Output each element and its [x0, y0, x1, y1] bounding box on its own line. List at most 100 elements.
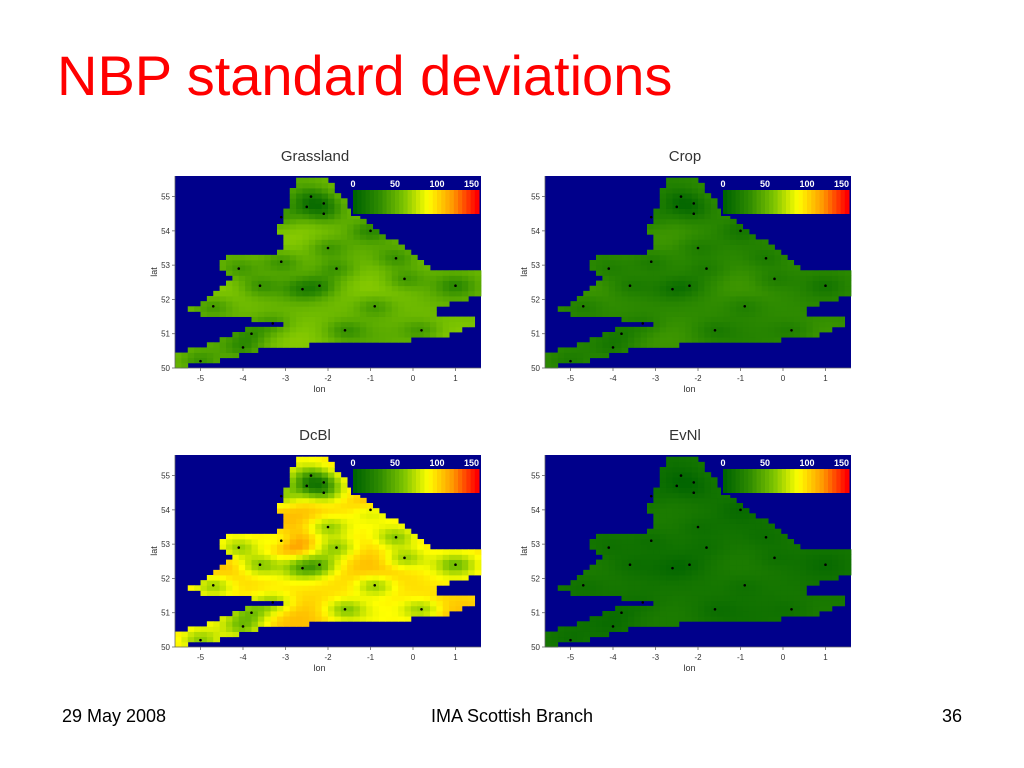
raster-cell — [589, 539, 597, 545]
raster-cell — [277, 590, 284, 596]
raster-cell — [398, 296, 405, 302]
raster-cell — [793, 549, 801, 555]
raster-cell — [793, 544, 801, 550]
station-point — [611, 625, 615, 628]
raster-cell — [583, 585, 591, 591]
raster-cell — [589, 564, 597, 571]
raster-cell — [347, 254, 354, 261]
raster-cell — [468, 270, 476, 276]
raster-cell — [353, 518, 361, 524]
raster-cell — [780, 254, 788, 261]
station-point — [326, 525, 330, 529]
raster-cell — [372, 260, 380, 266]
raster-cell — [449, 296, 456, 302]
raster-cell — [238, 337, 246, 343]
raster-cell — [749, 554, 756, 560]
raster-cell — [283, 234, 291, 240]
raster-cell — [289, 203, 297, 209]
raster-cell — [723, 275, 731, 281]
raster-cell — [698, 213, 705, 220]
raster-cell — [806, 270, 814, 276]
legend-tick-label: 150 — [464, 458, 479, 468]
raster-cell — [800, 316, 807, 323]
raster-cell — [621, 539, 629, 545]
raster-cell — [755, 611, 763, 617]
raster-cell — [678, 260, 686, 266]
raster-cell — [723, 600, 731, 607]
raster-cell — [321, 244, 329, 251]
raster-cell — [277, 342, 284, 348]
raster-cell — [308, 456, 316, 463]
raster-cell — [627, 290, 635, 297]
raster-cell — [659, 539, 667, 545]
raster-cell — [729, 508, 737, 514]
legend-swatch — [828, 190, 833, 214]
raster-cell — [666, 492, 673, 499]
raster-cell — [608, 270, 616, 276]
raster-cell — [372, 616, 380, 622]
raster-cell — [398, 590, 405, 596]
station-point — [675, 484, 679, 488]
raster-cell — [653, 518, 661, 524]
raster-cell — [627, 326, 635, 333]
raster-cell — [825, 600, 833, 607]
raster-cell — [353, 605, 361, 612]
raster-cell — [379, 575, 386, 581]
raster-cell — [589, 290, 597, 297]
raster-cell — [289, 554, 297, 560]
raster-cell — [729, 249, 737, 256]
legend-swatch — [832, 190, 837, 214]
raster-cell — [277, 559, 284, 566]
raster-cell — [812, 296, 820, 302]
raster-cell — [379, 254, 386, 261]
slide-title: NBP standard deviations — [57, 44, 673, 107]
raster-cell — [277, 611, 284, 617]
raster-cell — [780, 595, 788, 602]
raster-cell — [302, 290, 310, 297]
legend-swatch — [727, 469, 732, 493]
raster-cell — [289, 301, 297, 307]
raster-cell — [698, 275, 705, 281]
raster-cell — [328, 260, 335, 266]
raster-cell — [334, 316, 342, 323]
raster-cell — [653, 513, 661, 519]
legend-swatch — [769, 190, 774, 214]
raster-cell — [557, 626, 565, 632]
raster-cell — [564, 585, 571, 591]
raster-cell — [672, 296, 680, 302]
raster-cell — [347, 497, 354, 504]
raster-cell — [296, 621, 303, 627]
raster-cell — [634, 569, 642, 576]
raster-cell — [251, 260, 259, 266]
raster-cell — [328, 249, 335, 256]
raster-cell — [385, 249, 393, 256]
legend-swatch — [462, 190, 467, 214]
raster-cell — [302, 296, 310, 302]
raster-cell — [461, 296, 469, 302]
raster-cell — [289, 321, 297, 328]
raster-cell — [270, 554, 278, 560]
raster-cell — [653, 275, 661, 281]
raster-cell — [666, 559, 673, 566]
raster-cell — [576, 631, 584, 638]
raster-cell — [404, 254, 412, 261]
page-number: 36 — [941, 706, 962, 726]
raster-cell — [742, 549, 750, 555]
raster-cell — [627, 616, 635, 622]
raster-cell — [602, 539, 610, 545]
raster-cell — [423, 316, 431, 323]
raster-cell — [691, 508, 699, 514]
raster-cell — [251, 342, 259, 348]
raster-cell — [308, 554, 316, 560]
raster-cell — [634, 311, 642, 317]
raster-cell — [206, 626, 214, 632]
raster-cell — [238, 580, 246, 586]
raster-cell — [264, 270, 272, 276]
raster-cell — [430, 559, 437, 566]
raster-cell — [615, 285, 622, 292]
raster-cell — [742, 326, 750, 333]
raster-cell — [666, 254, 673, 261]
raster-cell — [296, 554, 303, 560]
raster-cell — [340, 600, 348, 607]
raster-cell — [749, 285, 756, 292]
